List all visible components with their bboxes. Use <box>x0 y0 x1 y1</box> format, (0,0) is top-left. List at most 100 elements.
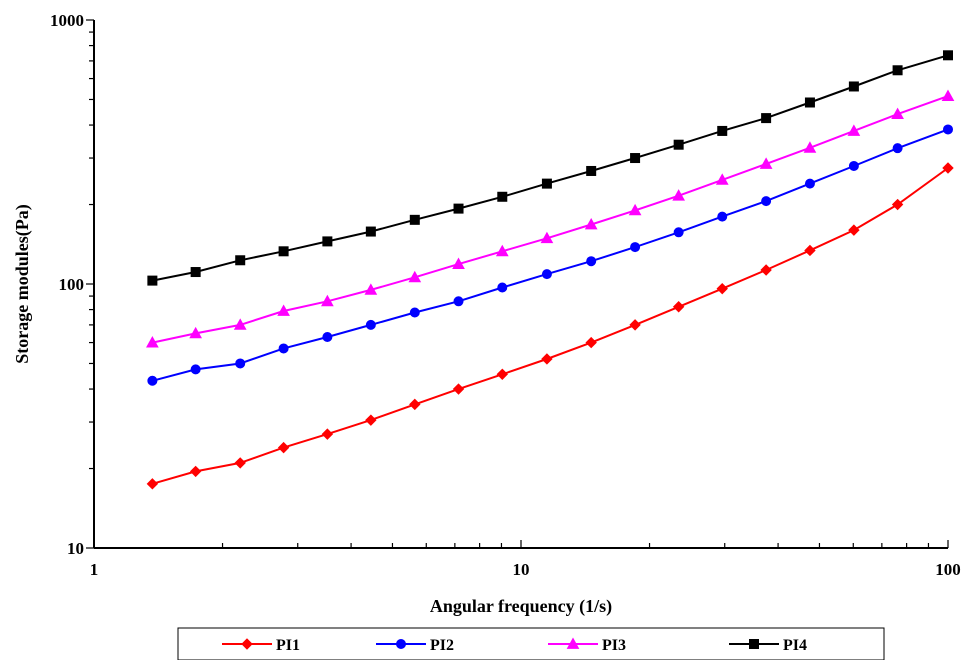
data-point <box>322 331 333 342</box>
data-point <box>760 264 772 276</box>
data-point <box>365 226 376 237</box>
data-point <box>673 227 684 238</box>
legend-label: PI4 <box>783 637 807 654</box>
legend-marker <box>566 637 580 649</box>
legend-label: PI2 <box>430 637 454 654</box>
data-point <box>147 375 158 386</box>
data-point <box>586 165 597 176</box>
data-point <box>715 173 729 185</box>
data-point <box>941 89 955 101</box>
series-pi4 <box>147 50 953 286</box>
data-point <box>452 383 465 395</box>
data-point <box>716 282 728 295</box>
data-point <box>409 307 420 318</box>
series-line-pi4 <box>152 54 949 282</box>
y-tick-label: 1000 <box>50 11 84 30</box>
data-point <box>672 189 686 201</box>
data-point <box>189 465 202 478</box>
data-point <box>891 107 904 120</box>
data-point <box>408 270 422 283</box>
legend-label: PI1 <box>276 637 300 654</box>
y-tick-label: 100 <box>59 275 85 294</box>
legend-item-pi4: PI4 <box>729 637 807 654</box>
data-point <box>322 236 333 247</box>
legend-label: PI3 <box>602 637 626 654</box>
data-point <box>630 153 641 164</box>
data-point <box>804 97 815 108</box>
data-point <box>233 318 247 330</box>
data-point <box>943 124 953 135</box>
data-point <box>541 269 552 280</box>
data-point <box>629 319 641 331</box>
data-point <box>235 358 246 369</box>
series-pi1 <box>146 162 954 490</box>
data-point <box>146 336 159 348</box>
data-point <box>409 398 421 411</box>
data-point <box>943 50 953 61</box>
data-point <box>585 336 597 349</box>
data-point <box>892 65 903 76</box>
series-pi3 <box>146 89 955 348</box>
data-point <box>321 428 334 440</box>
data-point <box>321 294 334 307</box>
data-point <box>761 196 772 207</box>
data-point <box>892 143 903 154</box>
data-point <box>365 319 376 330</box>
data-point <box>541 178 552 189</box>
tick-marks <box>86 19 949 549</box>
x-tick-label: 100 <box>935 560 961 579</box>
data-point <box>147 275 158 286</box>
data-point <box>190 267 201 278</box>
data-point <box>277 441 290 454</box>
data-point <box>235 255 246 266</box>
x-axis-title: Angular frequency (1/s) <box>430 596 612 617</box>
tick-labels: 10 100 1000 1 10 100 <box>50 11 961 579</box>
series-pi2 <box>147 124 953 386</box>
data-point <box>409 214 420 225</box>
legend-marker <box>396 639 406 649</box>
data-point <box>278 246 289 257</box>
data-point <box>497 191 508 202</box>
data-point <box>803 141 817 153</box>
data-point <box>364 283 378 295</box>
data-point <box>541 353 553 365</box>
series-lines <box>146 50 955 490</box>
data-point <box>452 257 465 269</box>
data-point <box>277 304 290 316</box>
data-point <box>759 157 773 169</box>
data-point <box>190 364 201 375</box>
data-point <box>496 368 508 380</box>
x-tick-label: 1 <box>90 560 99 579</box>
data-point <box>586 256 597 267</box>
data-point <box>453 296 464 307</box>
data-point <box>891 198 904 211</box>
x-tick-label: 10 <box>513 560 530 579</box>
data-point <box>146 478 159 490</box>
data-point <box>189 326 202 339</box>
data-point <box>673 139 684 150</box>
data-point <box>942 162 954 174</box>
legend-marker <box>749 639 759 649</box>
data-point <box>365 414 377 426</box>
data-point <box>847 124 861 136</box>
legend: PI1 PI2 PI3 PI4 <box>177 627 885 660</box>
data-point <box>761 113 772 124</box>
data-point <box>234 457 246 469</box>
data-point <box>804 244 816 257</box>
data-point <box>630 242 641 253</box>
y-axis-title: Storage modules(Pa) <box>12 204 33 363</box>
series-line-pi3 <box>152 95 949 344</box>
data-point <box>584 217 598 230</box>
data-point <box>278 343 289 354</box>
data-point <box>495 244 509 257</box>
y-tick-label: 10 <box>67 539 84 558</box>
data-point <box>804 178 815 189</box>
data-point <box>717 211 728 222</box>
data-point <box>540 231 554 244</box>
data-point <box>453 203 464 214</box>
legend-item-pi1: PI1 <box>222 637 300 654</box>
data-point <box>848 81 859 92</box>
series-line-pi1 <box>152 167 949 485</box>
series-line-pi2 <box>152 128 949 382</box>
